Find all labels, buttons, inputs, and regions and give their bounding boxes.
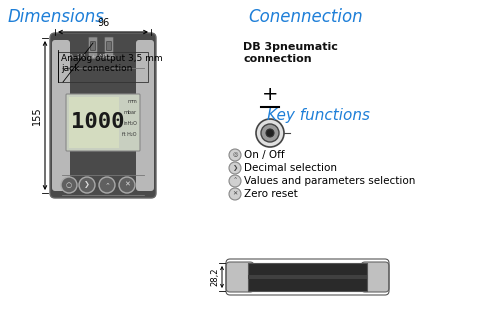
- Text: inH₂O: inH₂O: [123, 121, 137, 126]
- Circle shape: [79, 177, 95, 193]
- Text: Dimensions: Dimensions: [8, 8, 105, 26]
- Circle shape: [61, 177, 77, 193]
- Bar: [69, 97, 119, 148]
- Circle shape: [229, 175, 241, 187]
- Circle shape: [99, 177, 115, 193]
- Text: ⌃: ⌃: [104, 182, 110, 188]
- Text: +: +: [262, 86, 278, 104]
- FancyBboxPatch shape: [90, 41, 96, 50]
- Text: 0..2V   + ΔP  =: 0..2V + ΔP =: [69, 54, 116, 60]
- Text: ✕: ✕: [232, 192, 237, 197]
- Text: 1000: 1000: [71, 112, 124, 133]
- Text: Analog output 3,5 mm
jack connection: Analog output 3,5 mm jack connection: [61, 54, 162, 74]
- FancyBboxPatch shape: [361, 262, 389, 292]
- Bar: [248, 275, 367, 279]
- Circle shape: [261, 124, 279, 142]
- Text: ✕: ✕: [124, 182, 130, 188]
- Bar: [58, 52, 148, 82]
- Text: 96: 96: [97, 18, 109, 28]
- Text: ❯: ❯: [232, 165, 237, 171]
- Text: Zero reset: Zero reset: [244, 189, 298, 199]
- FancyBboxPatch shape: [106, 41, 112, 50]
- Text: mbar: mbar: [124, 110, 137, 115]
- FancyBboxPatch shape: [226, 262, 254, 292]
- Text: Values and parameters selection: Values and parameters selection: [244, 176, 416, 186]
- Circle shape: [256, 119, 284, 147]
- FancyBboxPatch shape: [66, 94, 140, 151]
- Text: ❯: ❯: [84, 181, 90, 188]
- Text: ⌃: ⌃: [232, 179, 237, 184]
- Text: ◎: ◎: [232, 153, 238, 158]
- Bar: [248, 263, 367, 291]
- Circle shape: [119, 177, 135, 193]
- Text: Conennection: Conennection: [248, 8, 362, 26]
- Text: ○: ○: [66, 182, 72, 188]
- FancyBboxPatch shape: [104, 37, 114, 59]
- FancyBboxPatch shape: [136, 40, 154, 191]
- FancyBboxPatch shape: [50, 33, 156, 198]
- Circle shape: [229, 162, 241, 174]
- Text: Key functions: Key functions: [267, 108, 370, 123]
- Text: mm: mm: [127, 99, 137, 104]
- Text: DB 3pneumatic
connection: DB 3pneumatic connection: [243, 42, 338, 64]
- Text: Decimal selection: Decimal selection: [244, 163, 337, 173]
- Text: On / Off: On / Off: [244, 150, 284, 160]
- Text: ft H₂O: ft H₂O: [122, 132, 137, 137]
- Text: 28,2: 28,2: [210, 268, 219, 286]
- Circle shape: [229, 188, 241, 200]
- Circle shape: [266, 129, 274, 137]
- FancyBboxPatch shape: [88, 37, 98, 59]
- FancyBboxPatch shape: [52, 40, 70, 191]
- Circle shape: [229, 149, 241, 161]
- Text: 155: 155: [32, 106, 42, 125]
